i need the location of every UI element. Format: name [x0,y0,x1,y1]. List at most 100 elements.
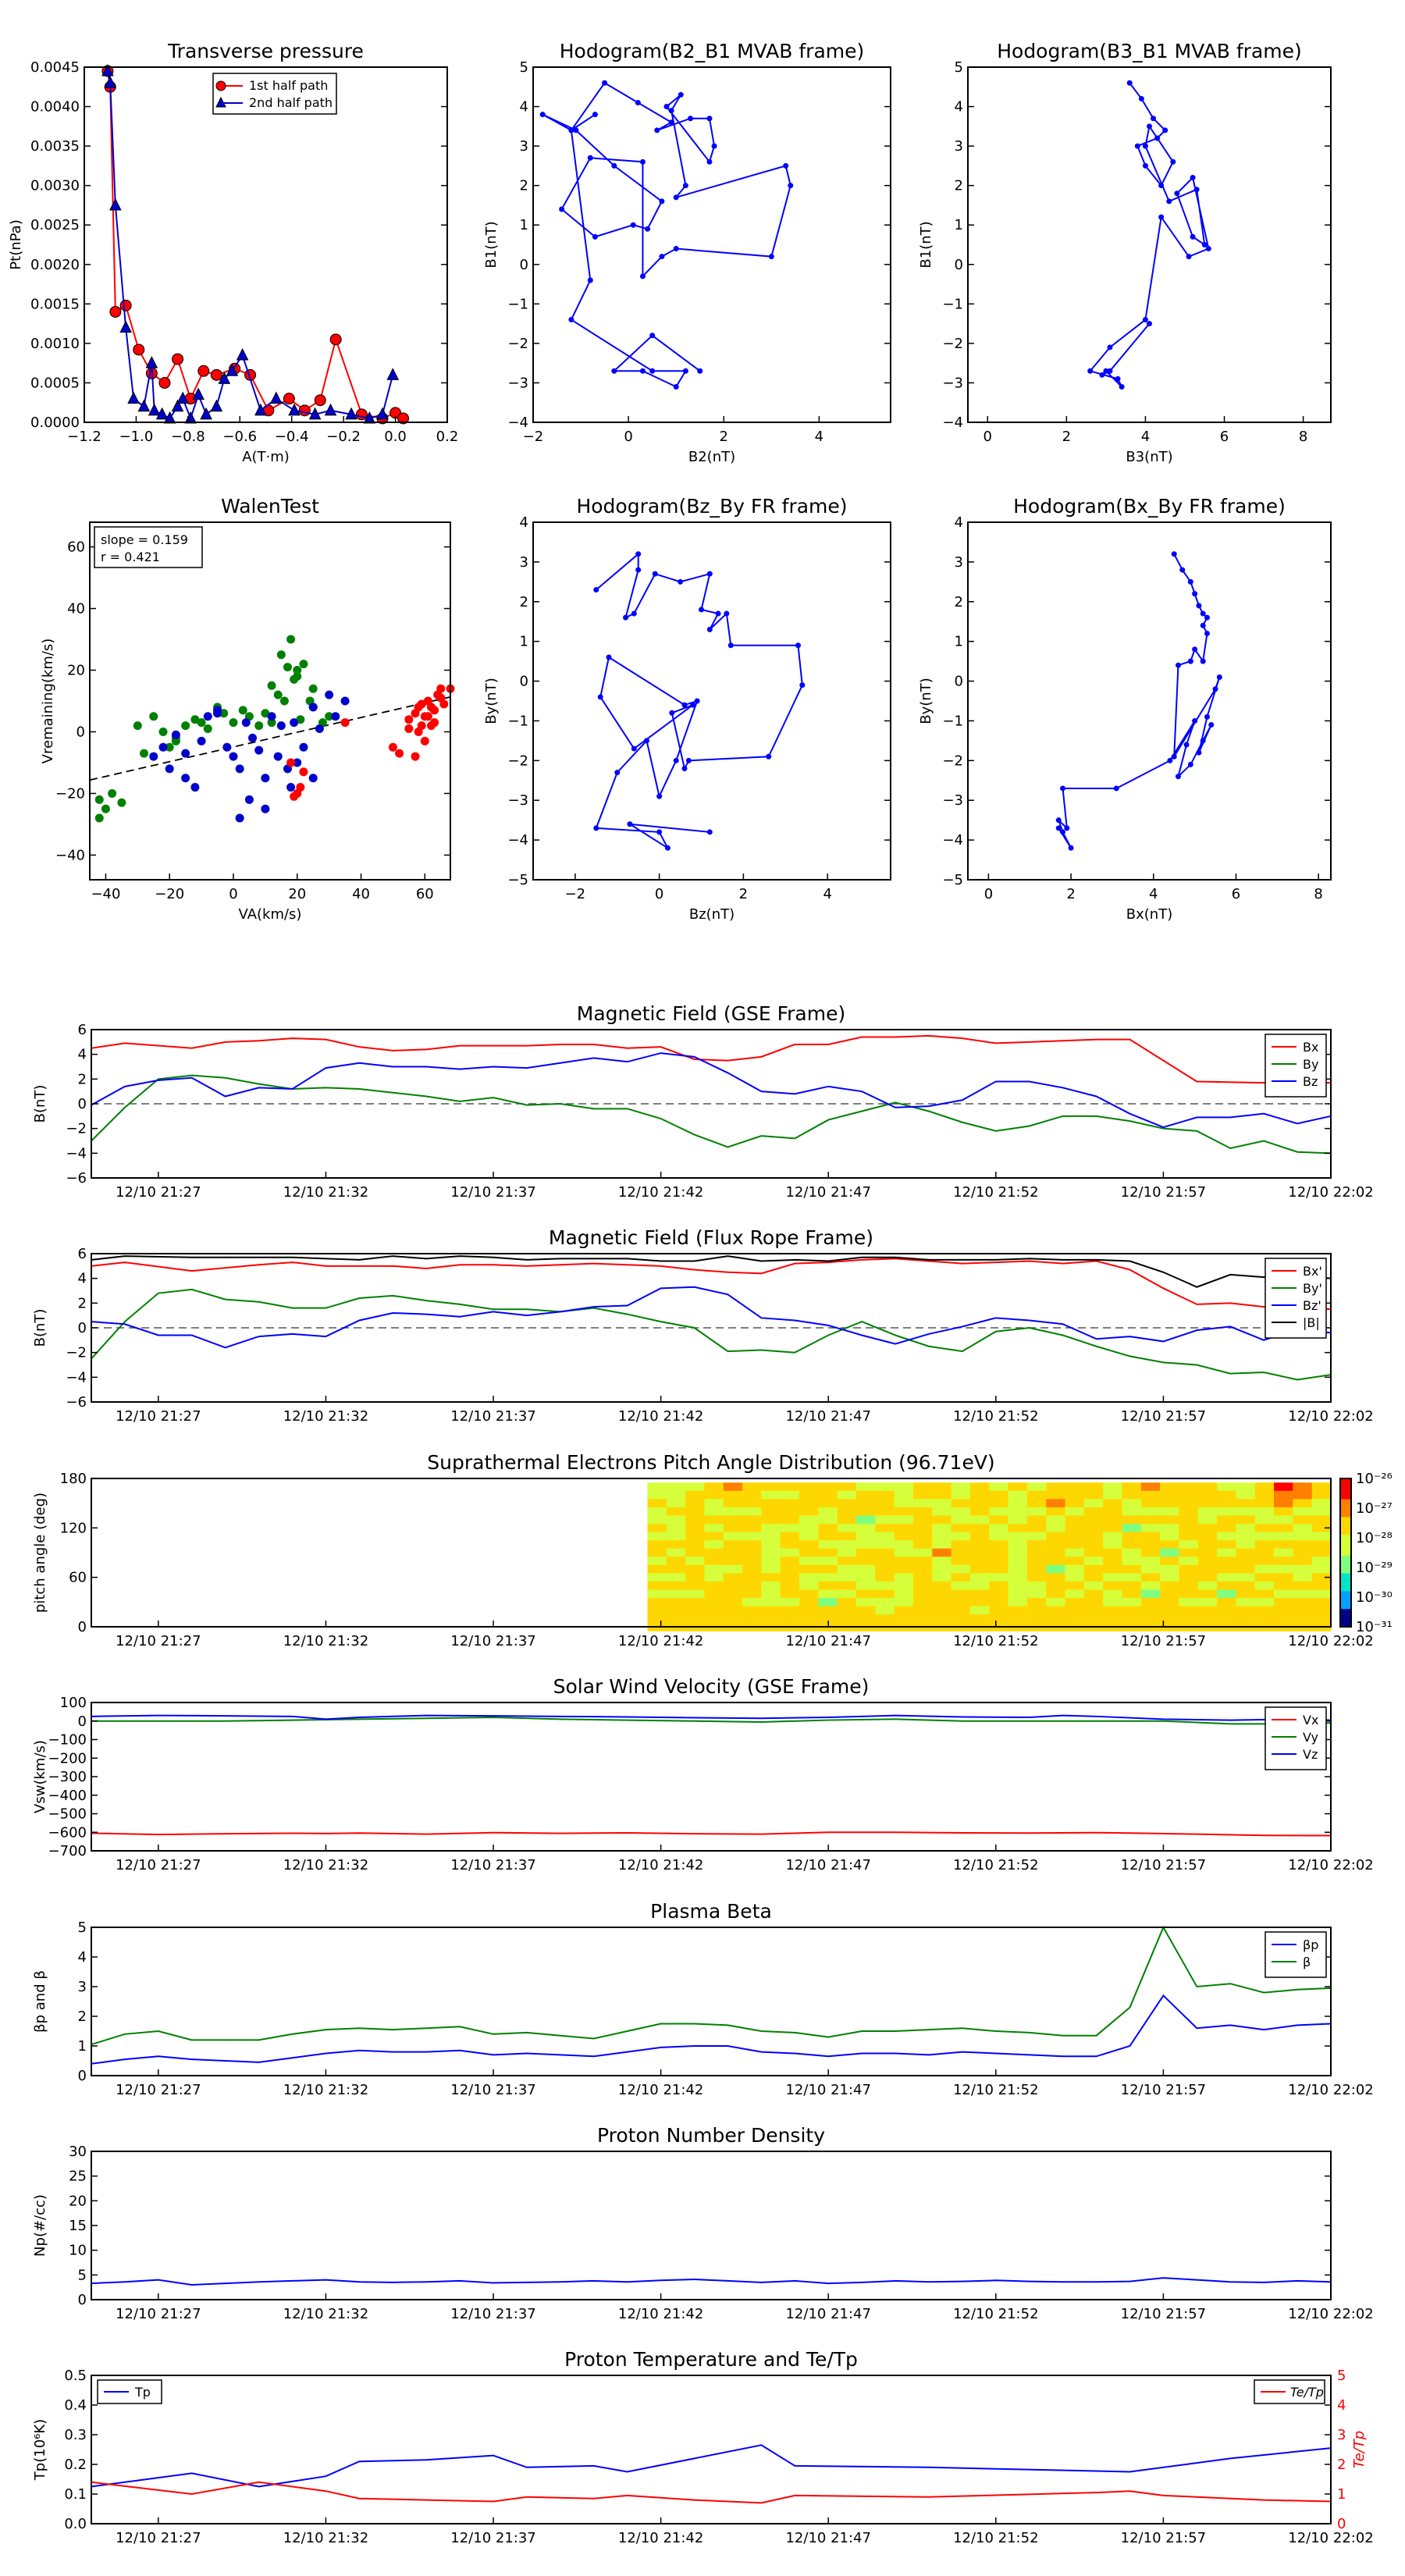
heatmap-cell [837,1524,857,1533]
heatmap-cell [647,1589,667,1599]
data-point [668,108,674,114]
scatter-point [315,724,324,734]
heatmap-cell [951,1482,971,1492]
heatmap-cell [780,1482,800,1492]
series-line [91,1994,1332,2065]
colorbar-segment [1340,1576,1351,1580]
heatmap-cell [1065,1598,1085,1607]
heatmap-cell [894,1564,914,1574]
x-tick-label: −2 [523,429,544,445]
y-tick-label: 0.0010 [30,336,80,352]
data-point [573,127,579,133]
heatmap-cell [1008,1499,1028,1508]
heatmap-cell [780,1606,800,1615]
y-axis-label: By(nT) [483,678,500,724]
heatmap-cell [1103,1524,1122,1533]
heatmap-cell [875,1515,895,1525]
heatmap-cell [875,1482,895,1492]
data-marker [109,305,122,318]
data-point [649,333,656,339]
heatmap-cell [666,1598,686,1607]
heatmap-cell [1274,1515,1293,1525]
data-point [568,127,574,133]
heatmap-cell [1274,1524,1293,1533]
data-point [1187,578,1193,585]
y-tick-label: −40 [55,847,85,863]
heatmap-cell [818,1548,838,1557]
heatmap-cell [1311,1532,1332,1541]
heatmap-cell [723,1490,743,1500]
heatmap-cell [704,1540,724,1550]
heatmap-cell [1140,1573,1161,1582]
heatmap-cell [1293,1548,1313,1557]
scatter-point [267,712,276,721]
heatmap-cell [1311,1589,1332,1599]
x-tick-label: 12/10 21:42 [618,2530,703,2546]
heatmap-cell [837,1606,857,1615]
heatmap-cell [1008,1581,1028,1590]
heatmap-cell [1236,1589,1256,1599]
heatmap-cell [818,1557,838,1566]
heatmap-cell [932,1589,952,1599]
heatmap-cell [932,1606,952,1615]
heatmap-cell [951,1507,971,1516]
heatmap-cell [780,1532,800,1541]
y-tick-label: −4 [507,415,528,431]
chart-sw_velocity: Solar Wind Velocity (GSE Frame)−700−600−… [32,1675,1374,1873]
heatmap-cell [1083,1507,1104,1516]
heatmap-cell [1274,1490,1293,1500]
y-tick-label: 60 [67,539,85,556]
data-point [1179,567,1186,573]
heatmap-cell [1026,1606,1047,1615]
heatmap-cell [780,1573,800,1582]
heatmap-cell [1197,1490,1218,1500]
x-tick-label: 0 [984,429,992,445]
heatmap-cell [704,1606,724,1615]
heatmap-cell [1083,1564,1104,1574]
heatmap-cell [1197,1482,1218,1492]
heatmap-cell [969,1614,990,1624]
heatmap-cell [704,1524,724,1533]
heatmap-cell [932,1598,952,1607]
heatmap-cell [912,1548,933,1557]
heatmap-cell [1008,1564,1028,1574]
heatmap-cell [855,1540,876,1550]
heatmap-cell [1236,1581,1256,1590]
colorbar-segment [1340,1599,1351,1604]
heatmap-cell [704,1532,724,1541]
heatmap-cell [1160,1557,1179,1566]
data-point [724,610,730,617]
y-tick-label: −4 [507,832,528,849]
chart-title: Solar Wind Velocity (GSE Frame) [553,1675,870,1698]
heatmap-cell [1103,1507,1122,1516]
heatmap-cell [989,1614,1009,1624]
heatmap-cell [1293,1532,1313,1541]
scatter-point [273,752,283,761]
heatmap-cell [1179,1614,1199,1624]
colorbar-label: 10⁻²⁷ [1356,1500,1393,1517]
heatmap-cell [1046,1606,1066,1615]
x-tick-label: 12/10 21:42 [618,1184,703,1201]
y-tick-label-right: 4 [1337,2397,1346,2414]
chart-hodogram_bx_by: Hodogram(Bx_By FR frame) −5 −4 −3 −2 −1 0 1 2 3 4 0… [918,495,1332,923]
heatmap-cell [818,1490,838,1500]
heatmap-cell [932,1507,952,1516]
x-tick-label: 12/10 21:52 [953,1184,1038,1201]
heatmap-cell [894,1598,914,1607]
series-line [91,1831,1332,1837]
heatmap-cell [761,1548,781,1557]
heatmap-cell [894,1524,914,1533]
heatmap-cell [1236,1507,1256,1516]
heatmap-cell [969,1524,990,1533]
heatmap-cell [1103,1581,1122,1590]
scatter-point [299,742,308,752]
x-tick-label: 12/10 21:27 [116,1857,201,1873]
y-axis-label: Np(#/cc) [32,2194,48,2257]
heatmap-cell [1140,1482,1161,1492]
heatmap-cell [780,1540,800,1550]
data-point [685,757,692,763]
series-line [1058,553,1221,849]
heatmap-cell [969,1532,990,1541]
series-line [91,2481,1332,2504]
x-tick-label: 12/10 21:37 [450,2530,535,2546]
